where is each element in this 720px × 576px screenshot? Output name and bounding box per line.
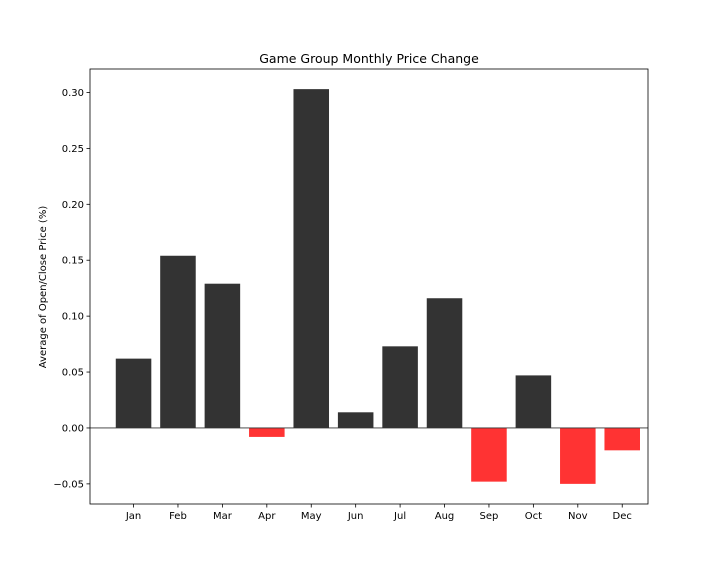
x-tick-label-dec: Dec [613,511,632,522]
x-tick-label-jul: Jul [393,511,406,522]
x-tick-label-jan: Jan [125,511,141,522]
y-tick-label: 0.15 [62,256,84,267]
x-tick-label-may: May [301,511,322,522]
x-tick-label-aug: Aug [435,511,455,522]
y-tick-label: 0.20 [62,200,84,211]
bar-feb [160,255,196,428]
y-ticks-group: −0.05 0.00 0.05 0.10 0.15 0.20 0.25 0.30 [53,88,90,490]
y-tick-label: 0.00 [62,423,84,434]
bar-aug [426,298,463,428]
y-tick-label: 0.30 [62,88,84,99]
y-tick-label: 0.25 [62,144,84,155]
x-tick-label-apr: Apr [258,511,276,522]
x-tick-label-feb: Feb [169,511,187,522]
bar-mar [204,283,241,428]
x-tick-label-mar: Mar [213,511,233,522]
x-tick-label-oct: Oct [525,511,542,522]
y-axis-label: Average of Open/Close Price (%) [38,206,49,369]
plot-frame [89,68,649,505]
bar-jul [382,346,418,428]
x-tick-label-sep: Sep [480,511,499,522]
bar-sep [471,427,507,482]
bar-jun [337,412,374,428]
bar-nov [560,427,596,484]
y-tick-label: −0.05 [53,479,84,490]
bar-dec [604,427,640,451]
x-ticks-group: Jan Feb Mar Apr May Jun Jul Aug Sep Oct Nov Dec [125,504,632,522]
bar-jan [115,358,152,428]
bar-apr [249,427,285,437]
chart-title: Game Group Monthly Price Change [259,51,479,66]
bar-may [293,89,330,428]
bars-group [115,89,640,484]
x-tick-label-nov: Nov [568,511,588,522]
y-tick-label: 0.05 [62,368,84,379]
bar-oct [515,375,552,428]
x-tick-label-jun: Jun [347,511,364,522]
y-tick-label: 0.10 [62,312,84,323]
